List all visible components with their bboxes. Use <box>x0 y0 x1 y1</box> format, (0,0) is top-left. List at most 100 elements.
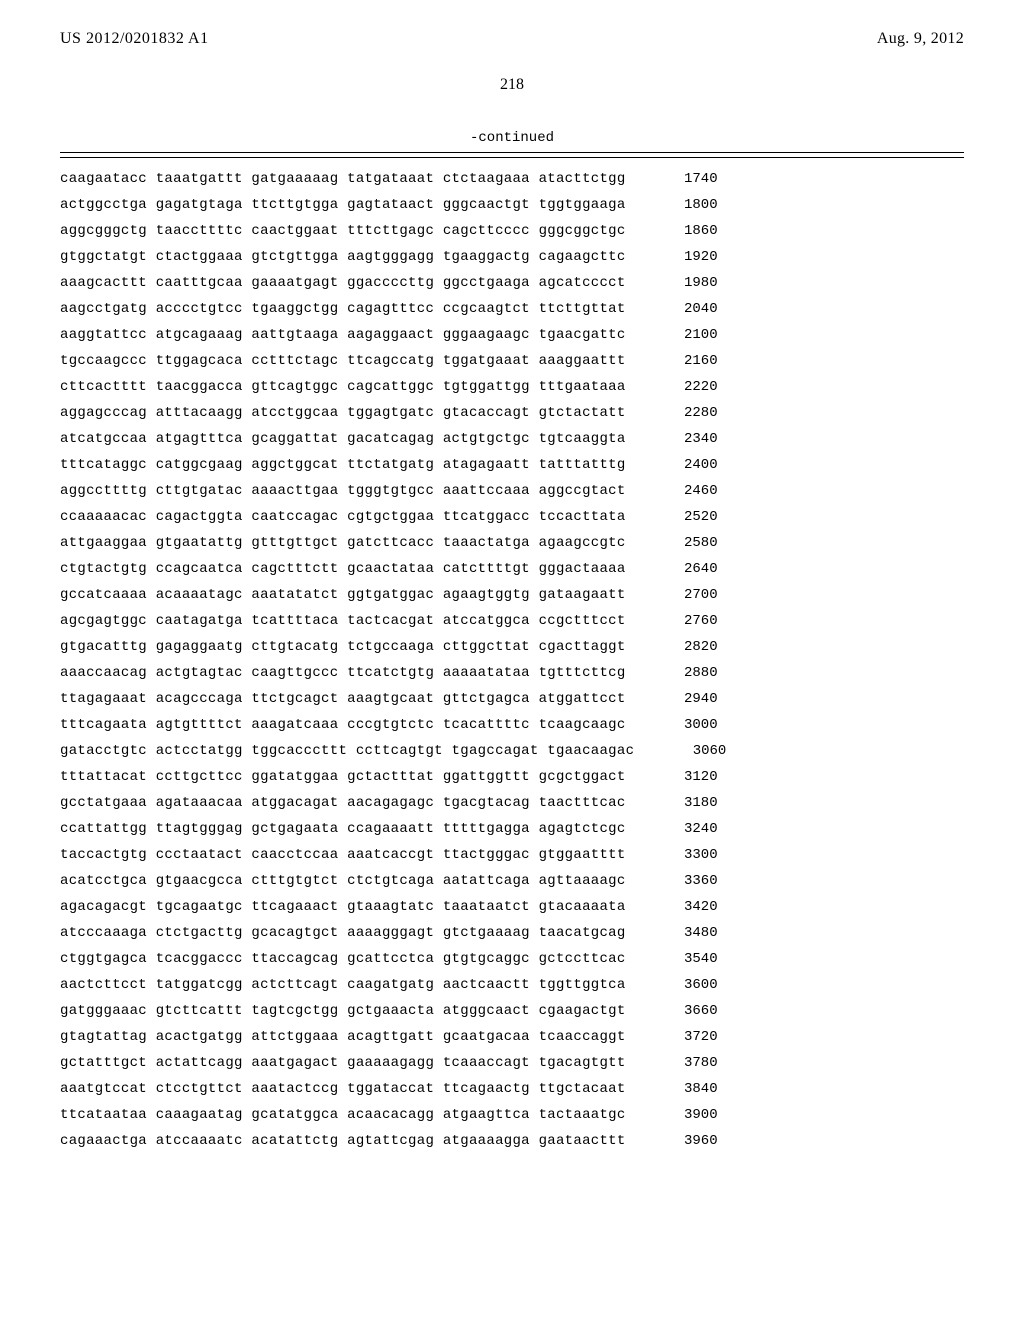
sequence-text: ttagagaaat acagcccaga ttctgcagct aaagtgc… <box>60 692 626 706</box>
sequence-row: taccactgtg ccctaatact caacctccaa aaatcac… <box>60 848 964 862</box>
sequence-position: 2160 <box>646 354 718 368</box>
sequence-row: cagaaactga atccaaaatc acatattctg agtattc… <box>60 1134 964 1148</box>
sequence-row: gatacctgtc actcctatgg tggcacccttt ccttca… <box>60 744 964 758</box>
sequence-position: 2520 <box>646 510 718 524</box>
sequence-row: tgccaagccc ttggagcaca cctttctagc ttcagcc… <box>60 354 964 368</box>
sequence-text: gatgggaaac gtcttcattt tagtcgctgg gctgaaa… <box>60 1004 626 1018</box>
sequence-position: 2280 <box>646 406 718 420</box>
sequence-position: 2340 <box>646 432 718 446</box>
sequence-position: 3240 <box>646 822 718 836</box>
sequence-position: 3960 <box>646 1134 718 1148</box>
sequence-text: acatcctgca gtgaacgcca ctttgtgtct ctctgtc… <box>60 874 626 888</box>
sequence-position: 1920 <box>646 250 718 264</box>
sequence-position: 2400 <box>646 458 718 472</box>
sequence-text: atcccaaaga ctctgacttg gcacagtgct aaaaggg… <box>60 926 626 940</box>
sequence-position: 2700 <box>646 588 718 602</box>
sequence-text: ttcataataa caaagaatag gcatatggca acaacac… <box>60 1108 626 1122</box>
sequence-text: aaggtattcc atgcagaaag aattgtaaga aagagga… <box>60 328 626 342</box>
sequence-text: agcgagtggc caatagatga tcattttaca tactcac… <box>60 614 626 628</box>
sequence-text: aaagcacttt caatttgcaa gaaaatgagt ggacccc… <box>60 276 626 290</box>
sequence-row: gtgacatttg gagaggaatg cttgtacatg tctgcca… <box>60 640 964 654</box>
sequence-row: aggccttttg cttgtgatac aaaacttgaa tgggtgt… <box>60 484 964 498</box>
sequence-position: 3120 <box>646 770 718 784</box>
sequence-row: aactcttcct tatggatcgg actcttcagt caagatg… <box>60 978 964 992</box>
horizontal-rule-top2 <box>60 157 964 158</box>
sequence-row: attgaaggaa gtgaatattg gtttgttgct gatcttc… <box>60 536 964 550</box>
sequence-position: 3840 <box>646 1082 718 1096</box>
sequence-position: 3540 <box>646 952 718 966</box>
sequence-position: 2640 <box>646 562 718 576</box>
sequence-text: gtgacatttg gagaggaatg cttgtacatg tctgcca… <box>60 640 626 654</box>
sequence-position: 3720 <box>646 1030 718 1044</box>
sequence-row: aaagcacttt caatttgcaa gaaaatgagt ggacccc… <box>60 276 964 290</box>
sequence-text: aagcctgatg acccctgtcc tgaaggctgg cagagtt… <box>60 302 626 316</box>
page-header: US 2012/0201832 A1 Aug. 9, 2012 <box>60 30 964 48</box>
sequence-text: tgccaagccc ttggagcaca cctttctagc ttcagcc… <box>60 354 626 368</box>
page-container: US 2012/0201832 A1 Aug. 9, 2012 218 -con… <box>0 0 1024 1320</box>
sequence-text: gctatttgct actattcagg aaatgagact gaaaaag… <box>60 1056 626 1070</box>
sequence-position: 1800 <box>646 198 718 212</box>
sequence-position: 3900 <box>646 1108 718 1122</box>
sequence-text: ctgtactgtg ccagcaatca cagctttctt gcaacta… <box>60 562 626 576</box>
sequence-text: tttcataggc catggcgaag aggctggcat ttctatg… <box>60 458 626 472</box>
sequence-row: tttattacat ccttgcttcc ggatatggaa gctactt… <box>60 770 964 784</box>
sequence-position: 2100 <box>646 328 718 342</box>
sequence-text: agacagacgt tgcagaatgc ttcagaaact gtaaagt… <box>60 900 626 914</box>
sequence-row: atcccaaaga ctctgacttg gcacagtgct aaaaggg… <box>60 926 964 940</box>
sequence-row: ttcataataa caaagaatag gcatatggca acaacac… <box>60 1108 964 1122</box>
sequence-row: aaaccaacag actgtagtac caagttgccc ttcatct… <box>60 666 964 680</box>
sequence-position: 3600 <box>646 978 718 992</box>
sequence-position: 1860 <box>646 224 718 238</box>
sequence-row: gtagtattag acactgatgg attctggaaa acagttg… <box>60 1030 964 1044</box>
sequence-text: ccaaaaacac cagactggta caatccagac cgtgctg… <box>60 510 626 524</box>
sequence-row: aaatgtccat ctcctgttct aaatactccg tggatac… <box>60 1082 964 1096</box>
sequence-text: ctggtgagca tcacggaccc ttaccagcag gcattcc… <box>60 952 626 966</box>
sequence-text: aactcttcct tatggatcgg actcttcagt caagatg… <box>60 978 626 992</box>
sequence-position: 2460 <box>646 484 718 498</box>
sequence-text: ccattattgg ttagtgggag gctgagaata ccagaaa… <box>60 822 626 836</box>
sequence-position: 1740 <box>646 172 718 186</box>
sequence-text: gcctatgaaa agataaacaa atggacagat aacagag… <box>60 796 626 810</box>
sequence-listing: caagaatacc taaatgattt gatgaaaaag tatgata… <box>60 172 964 1148</box>
sequence-row: agcgagtggc caatagatga tcattttaca tactcac… <box>60 614 964 628</box>
sequence-row: ccattattgg ttagtgggag gctgagaata ccagaaa… <box>60 822 964 836</box>
sequence-text: taccactgtg ccctaatact caacctccaa aaatcac… <box>60 848 626 862</box>
sequence-text: caagaatacc taaatgattt gatgaaaaag tatgata… <box>60 172 626 186</box>
sequence-row: aaggtattcc atgcagaaag aattgtaaga aagagga… <box>60 328 964 342</box>
publication-number: US 2012/0201832 A1 <box>60 30 209 48</box>
sequence-text: gatacctgtc actcctatgg tggcacccttt ccttca… <box>60 744 634 758</box>
sequence-position: 2580 <box>646 536 718 550</box>
sequence-row: tttcataggc catggcgaag aggctggcat ttctatg… <box>60 458 964 472</box>
sequence-position: 3420 <box>646 900 718 914</box>
sequence-text: cttcactttt taacggacca gttcagtggc cagcatt… <box>60 380 626 394</box>
sequence-text: tttcagaata agtgttttct aaagatcaaa cccgtgt… <box>60 718 626 732</box>
sequence-row: ttagagaaat acagcccaga ttctgcagct aaagtgc… <box>60 692 964 706</box>
sequence-text: tttattacat ccttgcttcc ggatatggaa gctactt… <box>60 770 626 784</box>
sequence-text: aaaccaacag actgtagtac caagttgccc ttcatct… <box>60 666 626 680</box>
sequence-position: 3000 <box>646 718 718 732</box>
sequence-row: tttcagaata agtgttttct aaagatcaaa cccgtgt… <box>60 718 964 732</box>
sequence-position: 3180 <box>646 796 718 810</box>
sequence-position: 1980 <box>646 276 718 290</box>
sequence-row: gatgggaaac gtcttcattt tagtcgctgg gctgaaa… <box>60 1004 964 1018</box>
horizontal-rule-top <box>60 152 964 153</box>
sequence-text: gtagtattag acactgatgg attctggaaa acagttg… <box>60 1030 626 1044</box>
sequence-position: 2220 <box>646 380 718 394</box>
sequence-position: 2040 <box>646 302 718 316</box>
sequence-text: actggcctga gagatgtaga ttcttgtgga gagtata… <box>60 198 626 212</box>
sequence-position: 2760 <box>646 614 718 628</box>
sequence-row: gcctatgaaa agataaacaa atggacagat aacagag… <box>60 796 964 810</box>
sequence-text: atcatgccaa atgagtttca gcaggattat gacatca… <box>60 432 626 446</box>
sequence-row: agacagacgt tgcagaatgc ttcagaaact gtaaagt… <box>60 900 964 914</box>
sequence-position: 3360 <box>646 874 718 888</box>
sequence-position: 2880 <box>646 666 718 680</box>
sequence-position: 3660 <box>646 1004 718 1018</box>
sequence-row: gccatcaaaa acaaaatagc aaatatatct ggtgatg… <box>60 588 964 602</box>
sequence-row: ctggtgagca tcacggaccc ttaccagcag gcattcc… <box>60 952 964 966</box>
sequence-row: gctatttgct actattcagg aaatgagact gaaaaag… <box>60 1056 964 1070</box>
sequence-text: gccatcaaaa acaaaatagc aaatatatct ggtgatg… <box>60 588 626 602</box>
sequence-text: aggcgggctg taaccttttc caactggaat tttcttg… <box>60 224 626 238</box>
sequence-row: aggagcccag atttacaagg atcctggcaa tggagtg… <box>60 406 964 420</box>
sequence-text: aggccttttg cttgtgatac aaaacttgaa tgggtgt… <box>60 484 626 498</box>
sequence-position: 3060 <box>654 744 726 758</box>
